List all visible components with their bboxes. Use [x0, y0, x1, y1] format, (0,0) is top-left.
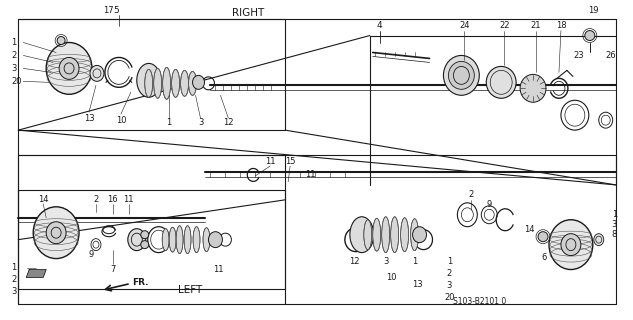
Ellipse shape	[373, 218, 380, 251]
Ellipse shape	[549, 220, 592, 269]
Ellipse shape	[180, 70, 189, 96]
Ellipse shape	[189, 71, 196, 95]
Text: 10: 10	[386, 273, 397, 282]
Text: 3: 3	[611, 220, 617, 229]
Ellipse shape	[413, 227, 427, 243]
Text: 1: 1	[11, 38, 16, 47]
Text: 11: 11	[213, 265, 223, 274]
Text: 24: 24	[459, 21, 470, 30]
Text: 12: 12	[349, 257, 360, 266]
Ellipse shape	[172, 69, 180, 97]
Ellipse shape	[520, 74, 546, 102]
Ellipse shape	[169, 227, 176, 252]
Text: 2: 2	[447, 269, 452, 278]
Text: 26: 26	[605, 51, 616, 60]
Text: 9: 9	[89, 250, 94, 259]
Ellipse shape	[137, 63, 161, 97]
Text: 1: 1	[447, 257, 452, 266]
Text: 11: 11	[123, 195, 134, 204]
Text: 11: 11	[265, 157, 275, 166]
Text: FR.: FR.	[132, 278, 149, 287]
Text: 13: 13	[84, 114, 94, 123]
Text: 6: 6	[541, 253, 547, 262]
Ellipse shape	[193, 227, 200, 252]
Text: S103-B2101 0: S103-B2101 0	[453, 297, 506, 306]
Ellipse shape	[594, 234, 604, 246]
Text: 1: 1	[166, 118, 172, 127]
Text: 2: 2	[468, 190, 474, 199]
Circle shape	[57, 36, 65, 44]
Text: 7: 7	[110, 265, 116, 274]
Text: 17: 17	[104, 6, 114, 15]
Text: LEFT: LEFT	[179, 285, 203, 295]
Text: 3: 3	[11, 64, 16, 73]
Text: 21: 21	[531, 21, 541, 30]
Polygon shape	[26, 269, 46, 277]
Circle shape	[141, 241, 149, 249]
Ellipse shape	[154, 68, 161, 98]
Text: 20: 20	[11, 77, 22, 86]
Text: 18: 18	[556, 21, 567, 30]
Text: 14: 14	[524, 225, 534, 234]
Ellipse shape	[208, 232, 222, 248]
Ellipse shape	[364, 220, 372, 250]
Text: 19: 19	[589, 6, 599, 15]
Text: 2: 2	[93, 195, 99, 204]
Text: 3: 3	[447, 281, 452, 290]
Text: 12: 12	[223, 118, 234, 127]
Text: 3: 3	[383, 257, 389, 266]
Circle shape	[141, 231, 149, 239]
Text: 11: 11	[304, 171, 315, 180]
Text: 5: 5	[113, 6, 118, 15]
Ellipse shape	[34, 207, 79, 259]
Ellipse shape	[162, 229, 169, 251]
Text: 2: 2	[11, 275, 16, 284]
Text: 1: 1	[11, 263, 16, 272]
Text: 4: 4	[377, 21, 382, 30]
Text: 10: 10	[116, 116, 126, 125]
Ellipse shape	[448, 61, 474, 89]
Ellipse shape	[176, 226, 183, 253]
Ellipse shape	[163, 68, 171, 99]
Ellipse shape	[411, 219, 418, 251]
Ellipse shape	[391, 217, 399, 252]
Ellipse shape	[192, 76, 204, 89]
Text: RIGHT: RIGHT	[232, 8, 265, 18]
Circle shape	[585, 31, 595, 41]
Text: 14: 14	[38, 195, 49, 204]
Ellipse shape	[401, 218, 408, 252]
Text: 1: 1	[611, 210, 617, 219]
Text: 20: 20	[444, 293, 454, 302]
Text: 22: 22	[499, 21, 510, 30]
Ellipse shape	[444, 55, 479, 95]
Ellipse shape	[184, 226, 191, 253]
Bar	[18, 190, 285, 289]
Text: 3: 3	[11, 287, 16, 296]
Ellipse shape	[350, 217, 373, 252]
Ellipse shape	[203, 228, 210, 252]
Text: 16: 16	[108, 195, 118, 204]
Circle shape	[538, 232, 548, 242]
Text: 23: 23	[573, 51, 584, 60]
Text: 15: 15	[285, 157, 296, 166]
Ellipse shape	[90, 65, 104, 81]
Ellipse shape	[486, 67, 516, 98]
Ellipse shape	[46, 222, 66, 244]
Text: 9: 9	[487, 200, 492, 209]
Text: 1: 1	[412, 257, 417, 266]
Text: 3: 3	[198, 118, 203, 127]
Ellipse shape	[561, 234, 581, 256]
Ellipse shape	[59, 58, 79, 79]
Ellipse shape	[46, 43, 92, 94]
Ellipse shape	[382, 217, 390, 252]
Ellipse shape	[145, 69, 153, 97]
Ellipse shape	[128, 229, 146, 251]
Text: 8: 8	[611, 230, 617, 239]
Text: 13: 13	[412, 280, 423, 289]
Text: 2: 2	[11, 51, 16, 60]
